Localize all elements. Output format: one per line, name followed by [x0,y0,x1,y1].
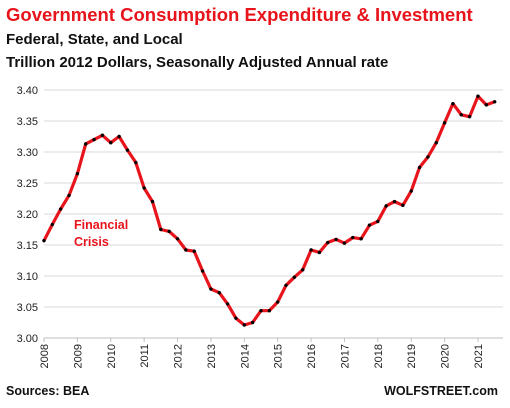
x-tick-label: 2017 [339,344,351,368]
data-point [234,316,238,320]
x-tick-label: 2012 [173,344,185,368]
y-tick-label: 3.15 [17,240,38,252]
y-tick-label: 3.35 [17,116,38,128]
y-tick-label: 3.30 [17,147,38,159]
data-point [159,227,163,232]
x-tick-label: 2018 [373,344,385,368]
data-point [384,204,388,208]
x-tick-label: 2015 [273,344,285,368]
chart-subtitle-units: Trillion 2012 Dollars, Seasonally Adjust… [6,54,389,71]
x-tick-label: 2021 [473,344,485,368]
y-tick-label: 3.40 [17,85,38,97]
data-point [351,235,355,240]
data-point [434,141,438,145]
data-point [275,300,280,304]
data-point [42,238,46,243]
data-point [492,100,497,104]
data-point [250,320,255,325]
data-point [409,189,413,193]
chart-subtitle-scope: Federal, State, and Local [6,31,183,48]
x-tick-label: 2013 [206,344,218,368]
annotation-financial-crisis: Financial Crisis [74,218,128,249]
data-point [442,121,447,125]
data-point [58,207,63,211]
data-point [284,283,288,287]
y-tick-label: 3.05 [17,302,38,314]
data-point [75,172,80,176]
data-point [259,309,263,313]
x-tick-label: 2016 [306,344,318,368]
y-tick-label: 3.00 [17,333,38,345]
data-point [459,113,463,117]
data-point [309,248,313,252]
data-point [342,241,347,245]
data-point [334,237,338,242]
y-tick-label: 3.10 [17,271,38,283]
data-point [292,275,297,279]
data-point [401,203,405,208]
data-point [50,222,55,227]
source-note: Sources: BEA [6,384,90,398]
data-point [84,142,88,146]
data-point [167,229,171,234]
x-tick-label: 2010 [106,344,118,368]
data-point [200,269,205,273]
x-tick-label: 2011 [139,344,151,368]
data-point [209,287,213,291]
x-tick-label: 2009 [72,344,84,368]
y-tick-label: 3.25 [17,178,38,190]
data-point [109,141,113,145]
data-point [242,323,246,327]
data-point [225,302,230,306]
data-point [117,134,121,139]
data-point [100,133,105,137]
data-point [192,249,196,253]
data-point [175,237,180,241]
data-point [484,103,489,107]
data-point [392,199,397,204]
data-point [267,309,272,313]
y-tick-label: 3.20 [17,209,38,221]
data-point [359,237,363,241]
data-point [150,199,155,204]
data-point [317,250,322,255]
data-point [217,291,221,295]
x-tick-label: 2020 [440,344,452,368]
brand-label: WOLFSTREET.com [384,384,498,398]
chart-title: Government Consumption Expenditure & Inv… [6,4,473,25]
data-point [426,155,430,159]
data-point [451,101,455,106]
data-point [92,137,96,142]
x-tick-label: 2019 [406,344,418,368]
data-point [476,94,480,98]
data-point [67,193,71,198]
data-point [125,148,130,152]
x-tick-label: 2014 [239,344,251,368]
data-point [417,165,422,170]
data-point [134,160,138,165]
data-point [376,219,380,224]
data-point [301,268,305,272]
x-tick-label: 2008 [39,344,51,368]
data-point [367,223,372,227]
data-point [184,248,188,252]
data-point [326,240,330,245]
data-point [467,114,472,119]
series-line [42,94,497,327]
data-point [142,186,146,190]
